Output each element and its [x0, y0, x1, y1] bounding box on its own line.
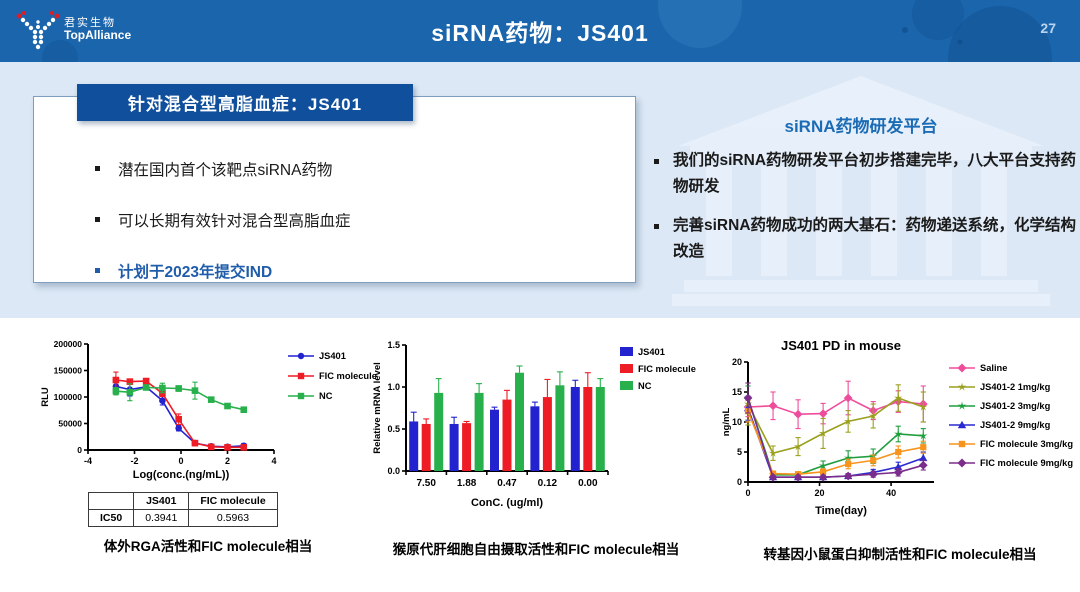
svg-text:JS401-2 1mg/kg: JS401-2 1mg/kg [980, 382, 1051, 392]
svg-text:-4: -4 [84, 456, 92, 466]
svg-text:100000: 100000 [54, 392, 83, 402]
temple-illustration [672, 76, 1050, 306]
svg-text:5: 5 [737, 447, 742, 457]
chart-caption: 体外RGA活性和FIC molecule相当 [103, 539, 313, 554]
table-header-cell: FIC molecule [188, 492, 278, 510]
svg-text:0: 0 [178, 456, 183, 466]
pd-in-mouse-line-chart: JS401 PD in mouse 0 5 10 15 20 0 20 40 Time(day) n… [721, 338, 1073, 517]
svg-text:200000: 200000 [54, 339, 83, 349]
svg-text:JS401-2 9mg/kg: JS401-2 9mg/kg [980, 420, 1051, 430]
svg-text:Relative mRNA level: Relative mRNA level [372, 362, 383, 454]
svg-text:JS401-2 3mg/kg: JS401-2 3mg/kg [980, 401, 1051, 411]
rga-dose-response-chart: 0 50000 100000 150000 200000 -4 -2 0 2 4 Log(conc.… [40, 339, 377, 481]
bullet-square-icon [654, 159, 659, 164]
svg-text:FIC molecule 9mg/kg: FIC molecule 9mg/kg [980, 458, 1073, 468]
svg-text:NC: NC [638, 381, 652, 391]
list-item-emphasis: 计划于2023年提交IND [95, 260, 615, 282]
list-item: 我们的siRNA药物研发平台初步搭建完毕，八大平台支持药物研发 [652, 148, 1076, 200]
svg-text:JS401: JS401 [319, 351, 346, 361]
svg-text:4: 4 [271, 456, 276, 466]
svg-text:0.5: 0.5 [387, 424, 400, 434]
list-item: 完善siRNA药物成功的两大基石：药物递送系统，化学结构改造 [652, 213, 1076, 265]
svg-text:1.0: 1.0 [387, 382, 400, 392]
chart-caption: 猴原代肝细胞自由摄取活性和FIC molecule相当 [392, 542, 680, 557]
svg-text:0.00: 0.00 [578, 478, 598, 489]
left-panel-title-tab: 针对混合型高脂血症：JS401 [77, 84, 413, 121]
bullet-text: 计划于2023年提交IND [118, 264, 273, 281]
svg-text:15: 15 [732, 387, 742, 397]
bullet-text: 我们的siRNA药物研发平台初步搭建完毕，八大平台支持药物研发 [673, 152, 1077, 195]
svg-text:0.0: 0.0 [387, 466, 400, 476]
svg-text:20: 20 [815, 488, 825, 498]
list-item: 可以长期有效针对混合型高脂血症 [95, 209, 615, 231]
svg-text:7.50: 7.50 [416, 478, 436, 489]
header-bar: 君实生物 TopAlliance siRNA药物：JS401 27 [0, 0, 1080, 62]
charts-section: 0 50000 100000 150000 200000 -4 -2 0 2 4 Log(conc.… [0, 318, 1080, 592]
table-cell: IC50 [87, 509, 135, 527]
svg-text:JS401 PD in mouse: JS401 PD in mouse [781, 338, 901, 353]
logo-chinese-name: 君实生物 [64, 16, 116, 29]
svg-text:1.88: 1.88 [457, 478, 477, 489]
svg-text:FIC molecule: FIC molecule [319, 371, 377, 381]
bullet-square-icon [654, 224, 659, 229]
bullet-text: 潜在国内首个该靶点siRNA药物 [118, 162, 333, 179]
bullet-square-icon [95, 217, 100, 222]
ic50-table: JS401 FIC molecule IC50 0.3941 0.5963 [87, 492, 278, 527]
table-header-cell: JS401 [133, 492, 190, 510]
svg-text:1.5: 1.5 [387, 340, 400, 350]
svg-text:FIC molecule: FIC molecule [638, 364, 696, 374]
pd-chart-block: JS401 PD in mouse 0 5 10 15 20 0 20 40 Time(day) n… [721, 332, 1078, 563]
svg-text:50000: 50000 [58, 419, 82, 429]
svg-text:Time(day): Time(day) [815, 505, 867, 517]
page-number: 27 [1040, 20, 1056, 36]
slide-title: siRNA药物：JS401 [431, 20, 649, 46]
uptake-chart-block: 0.0 0.5 1.0 1.5 7.50 1.88 0.47 0.12 0.00 ConC. (u… [368, 332, 704, 558]
svg-text:10: 10 [732, 417, 742, 427]
left-info-box [33, 96, 636, 283]
svg-text:150000: 150000 [54, 366, 83, 376]
bullet-text: 可以长期有效针对混合型高脂血症 [118, 213, 351, 230]
svg-text:0.47: 0.47 [497, 478, 517, 489]
svg-text:Saline: Saline [980, 363, 1007, 373]
svg-text:0: 0 [737, 477, 742, 487]
svg-text:20: 20 [732, 357, 742, 367]
svg-text:FIC molecule 3mg/kg: FIC molecule 3mg/kg [980, 439, 1073, 449]
table-header-cell [87, 492, 135, 510]
svg-text:-2: -2 [130, 456, 138, 466]
svg-text:Log(conc.(ng/mL)): Log(conc.(ng/mL)) [133, 469, 230, 481]
svg-text:JS401: JS401 [638, 347, 665, 357]
right-panel-title: siRNA药物研发平台 [784, 117, 938, 136]
svg-text:0.12: 0.12 [538, 478, 558, 489]
bullet-text: 完善siRNA药物成功的两大基石：药物递送系统，化学结构改造 [673, 217, 1077, 260]
svg-text:0: 0 [745, 488, 750, 498]
right-bullet-list: 我们的siRNA药物研发平台初步搭建完毕，八大平台支持药物研发 完善siRNA药… [652, 148, 1076, 278]
header-decoration [42, 0, 1052, 62]
bullet-square-icon [95, 166, 100, 171]
rga-chart-block: 0 50000 100000 150000 200000 -4 -2 0 2 4 Log(conc.… [36, 332, 380, 555]
svg-text:40: 40 [886, 488, 896, 498]
chart-caption: 转基因小鼠蛋白抑制活性和FIC molecule相当 [763, 547, 1037, 562]
logo-english-name: TopAlliance [64, 28, 132, 43]
table-cell: 0.3941 [133, 509, 190, 527]
left-bullet-list: 潜在国内首个该靶点siRNA药物 可以长期有效针对混合型高脂血症 计划于2023… [95, 158, 615, 311]
list-item: 潜在国内首个该靶点siRNA药物 [95, 158, 615, 180]
company-logo: 君实生物 TopAlliance [14, 6, 131, 54]
svg-text:2: 2 [225, 456, 230, 466]
svg-text:ng/mL: ng/mL [722, 408, 732, 437]
antibody-logo-icon [16, 11, 60, 50]
svg-text:RLU: RLU [40, 387, 51, 407]
table-cell: 0.5963 [188, 509, 278, 527]
svg-text:0: 0 [77, 445, 82, 455]
mrna-level-bar-chart: 0.0 0.5 1.0 1.5 7.50 1.88 0.47 0.12 0.00 ConC. (u… [372, 340, 696, 509]
svg-text:ConC. (ug/ml): ConC. (ug/ml) [471, 497, 543, 509]
svg-text:NC: NC [319, 391, 333, 401]
bullet-square-icon [95, 268, 100, 273]
